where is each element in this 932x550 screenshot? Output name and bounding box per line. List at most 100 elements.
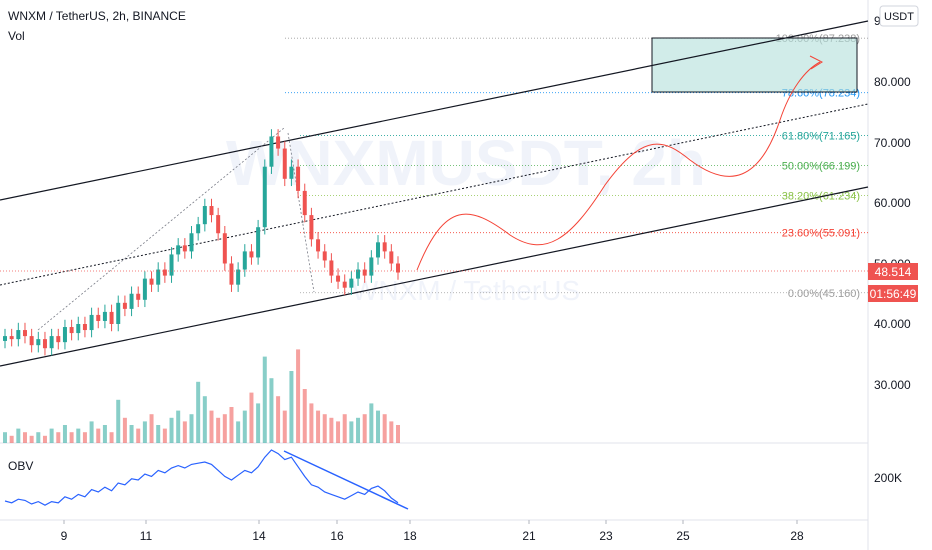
price-axis-tick: 80.000 [874, 75, 911, 89]
candle-body [256, 227, 261, 258]
candle-body [249, 251, 254, 258]
volume-bar [169, 417, 174, 443]
volume-bar [222, 414, 227, 443]
candle-body [96, 314, 101, 321]
candle-body [289, 166, 294, 179]
candle-body [122, 302, 127, 309]
countdown-badge [868, 285, 918, 302]
candle-body [329, 260, 334, 276]
volume-bar [209, 410, 214, 443]
price-axis-tick: 40.000 [874, 317, 911, 331]
candle-body [276, 136, 281, 149]
price-axis-tick: 60.000 [874, 196, 911, 210]
obv-indicator-label[interactable]: OBV [8, 459, 33, 473]
volume-bar [316, 410, 321, 443]
volume-bar [176, 410, 181, 443]
candle-body [16, 330, 21, 340]
candle-body [362, 269, 367, 276]
channel-upper-line[interactable] [0, 20, 869, 201]
volume-bar [336, 421, 341, 443]
measure-line-down [287, 132, 315, 293]
volume-bar [22, 432, 27, 443]
time-axis-tick: 21 [522, 529, 536, 543]
candle-body [82, 324, 87, 331]
volume-bar [276, 396, 281, 443]
candle-body [36, 339, 41, 346]
volume-bar [282, 410, 287, 443]
volume-bar [376, 410, 381, 443]
candle-body [202, 206, 207, 225]
time-axis-tick: 23 [599, 529, 613, 543]
time-axis-ticks: 9 11 14 16 18 21 23 25 28 [61, 520, 804, 543]
candlesticks [3, 129, 400, 356]
volume-bar [309, 403, 314, 443]
volume-bar [89, 421, 94, 443]
volume-bar [116, 399, 121, 443]
volume-bar [296, 349, 301, 443]
candle-body [182, 245, 187, 252]
volume-bar [42, 435, 47, 443]
target-zone-box[interactable] [651, 37, 858, 93]
time-axis-tick: 28 [790, 529, 804, 543]
volume-bar [162, 428, 167, 443]
candle-body [342, 281, 347, 288]
volume-bar [69, 432, 74, 443]
candle-body [56, 336, 61, 343]
obv-line [4, 449, 399, 506]
volume-bar [62, 425, 67, 443]
time-axis-tick: 18 [403, 529, 417, 543]
candle-body [76, 324, 81, 334]
price-axis-tick: 30.000 [874, 378, 911, 392]
candle-body [89, 314, 94, 331]
candle-body [189, 233, 194, 252]
candle-body [169, 254, 174, 276]
obv-axis-tick: 200K [874, 471, 902, 485]
volume-bar [196, 381, 201, 443]
time-axis-tick: 11 [140, 529, 153, 543]
candle-body [62, 327, 67, 343]
candle-body [116, 302, 121, 324]
volume-bar [49, 428, 54, 443]
fib-level-label: 23.60%(55.091) [782, 228, 860, 240]
volume-bar [182, 421, 187, 443]
time-axis-tick: 9 [61, 529, 68, 543]
candle-body [382, 242, 387, 252]
projection-path[interactable] [416, 61, 821, 271]
volume-bar [356, 417, 361, 443]
symbol-title[interactable]: WNXM / TetherUS, 2h, BINANCE [8, 9, 186, 23]
volume-bar [329, 417, 334, 443]
candle-body [136, 293, 141, 300]
volume-bar [396, 425, 400, 443]
volume-bar [96, 428, 101, 443]
volume-bar [289, 371, 294, 443]
measure-line-up [37, 127, 285, 331]
volume-bar [109, 432, 114, 443]
obv-divergence-line[interactable] [283, 450, 409, 510]
candle-body [9, 336, 14, 340]
candle-body [336, 275, 341, 282]
volume-bar [302, 389, 307, 443]
volume-bar [236, 421, 241, 443]
candle-body [49, 336, 54, 349]
candle-body [129, 293, 134, 309]
candle-body [29, 336, 34, 346]
candle-body [222, 233, 227, 264]
candle-body [196, 224, 201, 234]
volume-bar [322, 414, 327, 443]
volume-bar [16, 428, 21, 443]
candle-body [242, 251, 247, 270]
fib-level-label: 0.00%(45.160) [788, 288, 860, 300]
candle-body [156, 269, 161, 285]
projection-arrowhead [809, 55, 824, 70]
candle-body [3, 336, 7, 341]
volume-bar [129, 425, 134, 443]
volume-label[interactable]: Vol [8, 29, 25, 43]
channel-lower-line[interactable] [0, 186, 869, 367]
candle-body [216, 215, 221, 234]
candle-body [309, 215, 314, 240]
candle-body [282, 148, 287, 179]
currency-badge[interactable] [879, 5, 919, 27]
volume-bar [202, 396, 207, 443]
fib-level-label: 50.00%(66.199) [782, 160, 860, 172]
